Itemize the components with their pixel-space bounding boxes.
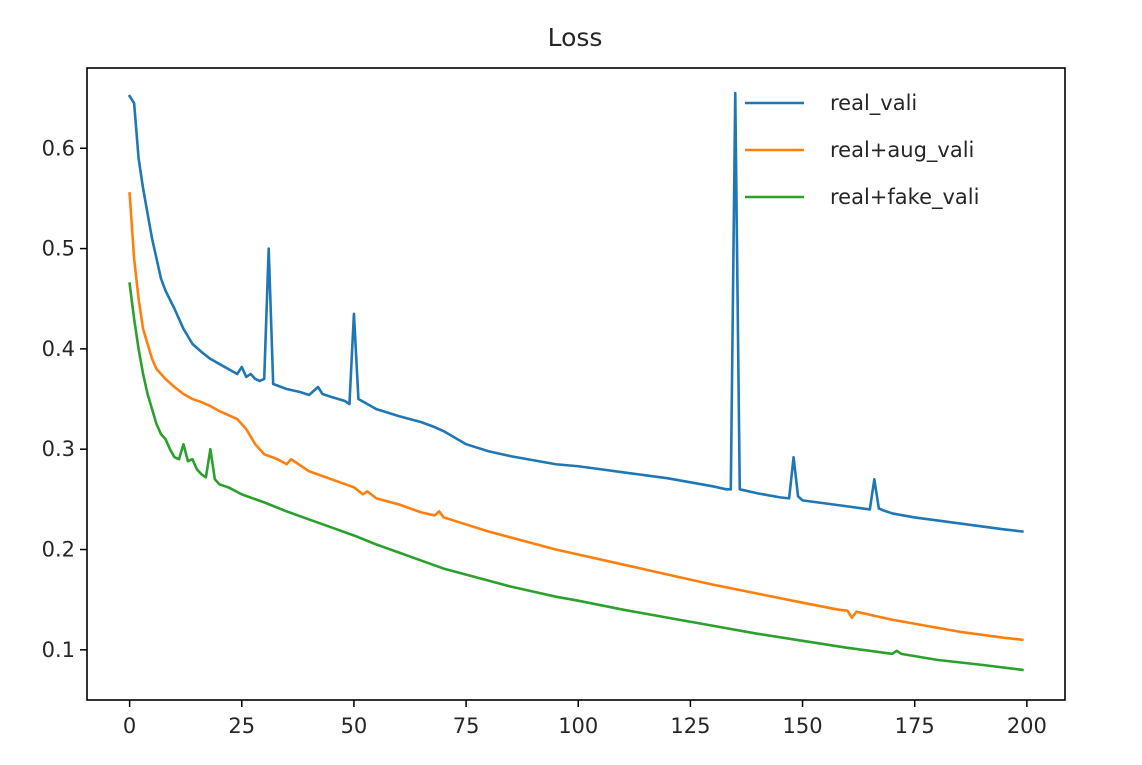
x-axis-ticks: 0 25 50 75 100 125 150 175 200: [123, 700, 1047, 738]
series-line-1: [127, 91, 1024, 533]
x-tick-label: 75: [453, 714, 480, 738]
y-tick-label: 0.5: [42, 237, 75, 261]
y-axis-ticks: 0.1 0.2 0.3 0.4 0.5 0.6: [42, 136, 87, 662]
x-tick-label: 200: [1007, 714, 1047, 738]
x-tick-label: 125: [670, 714, 710, 738]
y-tick-label: 0.1: [42, 638, 75, 662]
chart-title: Loss: [548, 23, 603, 52]
y-tick-label: 0.6: [42, 136, 75, 160]
x-tick-label: 150: [783, 714, 823, 738]
plot-area-frame: [86, 67, 1066, 701]
x-tick-label: 100: [558, 714, 598, 738]
legend-label-1: real_vali: [830, 91, 917, 116]
legend: real_vali real+aug_vali real+fake_vali: [745, 91, 979, 210]
y-tick-label: 0.3: [42, 437, 75, 461]
legend-label-3: real+fake_vali: [830, 185, 979, 210]
x-tick-label: 0: [123, 714, 136, 738]
series-line-2: [128, 192, 1024, 642]
series-lines: [127, 91, 1024, 672]
x-tick-label: 25: [228, 714, 255, 738]
x-tick-label: 50: [341, 714, 368, 738]
y-tick-label: 0.4: [42, 337, 75, 361]
series-line-3: [128, 282, 1024, 672]
legend-label-2: real+aug_vali: [830, 138, 974, 163]
y-tick-label: 0.2: [42, 538, 75, 562]
x-tick-label: 175: [895, 714, 935, 738]
